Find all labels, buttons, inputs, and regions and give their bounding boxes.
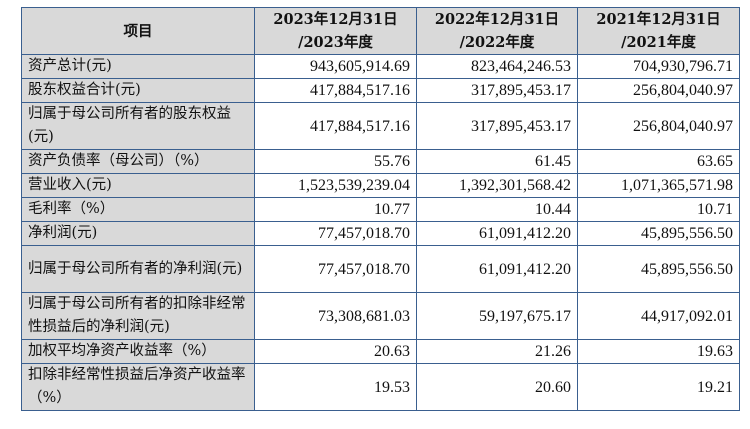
cell-2022: 61,091,412.20 — [416, 245, 578, 293]
cell-2023: 55.76 — [254, 149, 417, 174]
cell-2021: 44,917,092.01 — [577, 292, 740, 340]
cell-2023: 10.77 — [254, 197, 417, 222]
cell-2023: 77,457,018.70 — [254, 221, 417, 246]
row-label: 扣除非经常性损益后净资产收益率（%） — [21, 363, 255, 411]
cell-2021: 19.63 — [577, 339, 740, 364]
table-row: 加权平均净资产收益率（%） 20.63 21.26 19.63 — [21, 339, 740, 364]
row-label: 股东权益合计(元) — [21, 78, 255, 103]
header-2022: 2022年12月31日 /2022年度 — [416, 7, 578, 55]
cell-2022: 61.45 — [416, 149, 578, 174]
row-label: 资产总计(元) — [21, 54, 255, 79]
cell-2022: 823,464,246.53 — [416, 54, 578, 79]
table-row: 毛利率（%） 10.77 10.44 10.71 — [21, 197, 740, 222]
header-2023: 2023年12月31日 /2023年度 — [254, 7, 417, 55]
cell-2023: 943,605,914.69 — [254, 54, 417, 79]
cell-2021: 256,804,040.97 — [577, 78, 740, 103]
table-row: 扣除非经常性损益后净资产收益率（%） 19.53 20.60 19.21 — [21, 363, 740, 411]
table-row: 归属于母公司所有者的净利润(元) 77,457,018.70 61,091,412.… — [21, 245, 740, 293]
row-label: 归属于母公司所有者的扣除非经常性损益后的净利润(元) — [21, 292, 255, 340]
row-label: 归属于母公司所有者的净利润(元) — [21, 245, 255, 293]
row-label: 资产负债率（母公司）（%） — [21, 149, 255, 174]
table-row: 资产总计(元) 943,605,914.69 823,464,246.53 704,9… — [21, 54, 740, 79]
table-row: 净利润(元) 77,457,018.70 61,091,412.20 45,895,5… — [21, 221, 740, 246]
cell-2023: 73,308,681.03 — [254, 292, 417, 340]
cell-2021: 63.65 — [577, 149, 740, 174]
cell-2022: 20.60 — [416, 363, 578, 411]
cell-2022: 10.44 — [416, 197, 578, 222]
table-row: 资产负债率（母公司）（%） 55.76 61.45 63.65 — [21, 149, 740, 174]
header-item: 项目 — [21, 7, 255, 55]
row-label: 毛利率（%） — [21, 197, 255, 222]
row-label: 净利润(元) — [21, 221, 255, 246]
cell-2021: 1,071,365,571.98 — [577, 173, 740, 198]
cell-2022: 317,895,453.17 — [416, 102, 578, 150]
row-label: 归属于母公司所有者的股东权益(元) — [21, 102, 255, 150]
cell-2023: 417,884,517.16 — [254, 78, 417, 103]
cell-2022: 1,392,301,568.42 — [416, 173, 578, 198]
cell-2021: 45,895,556.50 — [577, 221, 740, 246]
cell-2021: 256,804,040.97 — [577, 102, 740, 150]
table-row: 归属于母公司所有者的扣除非经常性损益后的净利润(元) 73,308,681.03 5… — [21, 292, 740, 340]
cell-2023: 19.53 — [254, 363, 417, 411]
cell-2021: 19.21 — [577, 363, 740, 411]
row-label: 加权平均净资产收益率（%） — [21, 339, 255, 364]
cell-2022: 21.26 — [416, 339, 578, 364]
table-row: 股东权益合计(元) 417,884,517.16 317,895,453.17 256… — [21, 78, 740, 103]
header-row: 项目 2023年12月31日 /2023年度 2022年12月31日 /2022… — [21, 7, 740, 55]
header-2021: 2021年12月31日 /2021年度 — [577, 7, 740, 55]
row-label: 营业收入(元) — [21, 173, 255, 198]
cell-2022: 317,895,453.17 — [416, 78, 578, 103]
table-row: 营业收入(元) 1,523,539,239.04 1,392,301,568.42 1… — [21, 173, 740, 198]
cell-2021: 704,930,796.71 — [577, 54, 740, 79]
table-row: 归属于母公司所有者的股东权益(元) 417,884,517.16 317,895,4… — [21, 102, 740, 150]
cell-2021: 45,895,556.50 — [577, 245, 740, 293]
cell-2023: 417,884,517.16 — [254, 102, 417, 150]
cell-2023: 1,523,539,239.04 — [254, 173, 417, 198]
cell-2022: 59,197,675.17 — [416, 292, 578, 340]
cell-2023: 20.63 — [254, 339, 417, 364]
cell-2022: 61,091,412.20 — [416, 221, 578, 246]
cell-2023: 77,457,018.70 — [254, 245, 417, 293]
cell-2021: 10.71 — [577, 197, 740, 222]
financial-table: 项目 2023年12月31日 /2023年度 2022年12月31日 /2022… — [21, 7, 740, 411]
